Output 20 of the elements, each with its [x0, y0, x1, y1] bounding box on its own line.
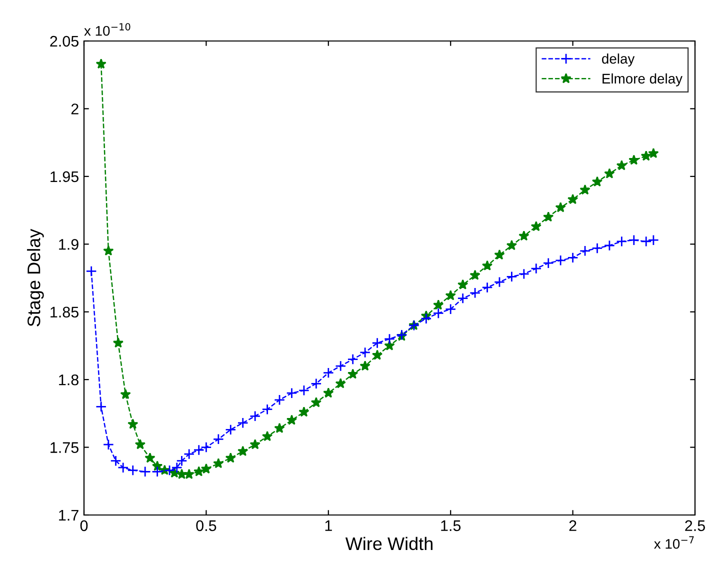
x-tick-label: 2.5 — [685, 520, 705, 532]
y-tick-label: 1.95 — [50, 171, 78, 182]
x-tick-label: 2 — [569, 520, 576, 531]
y-tick-label: 1.8 — [59, 374, 78, 386]
y-tick-label: 1.7 — [59, 510, 78, 521]
x-tick-label: 0.5 — [196, 520, 216, 532]
text: x 10$^{−7}$ — [654, 536, 694, 549]
x-tick-label: 1.5 — [441, 520, 461, 532]
legend-label: delay — [602, 54, 635, 66]
y-tick-label: 2.05 — [50, 36, 78, 47]
legend-label: Elmore delay — [602, 73, 682, 86]
text: x 10$^{−10}$ — [84, 23, 130, 36]
x-tick-label: 0 — [80, 520, 88, 532]
y-tick-label: 1.75 — [50, 442, 78, 453]
x-tick-label: 1 — [325, 520, 332, 531]
y-axis-title: Stage Delay — [27, 228, 44, 326]
x-axis-title: Wire Width — [345, 536, 432, 550]
y-tick-label: 1.85 — [50, 306, 78, 318]
y-tick-label: 1.9 — [59, 239, 78, 250]
y-tick-label: 2 — [71, 104, 78, 114]
